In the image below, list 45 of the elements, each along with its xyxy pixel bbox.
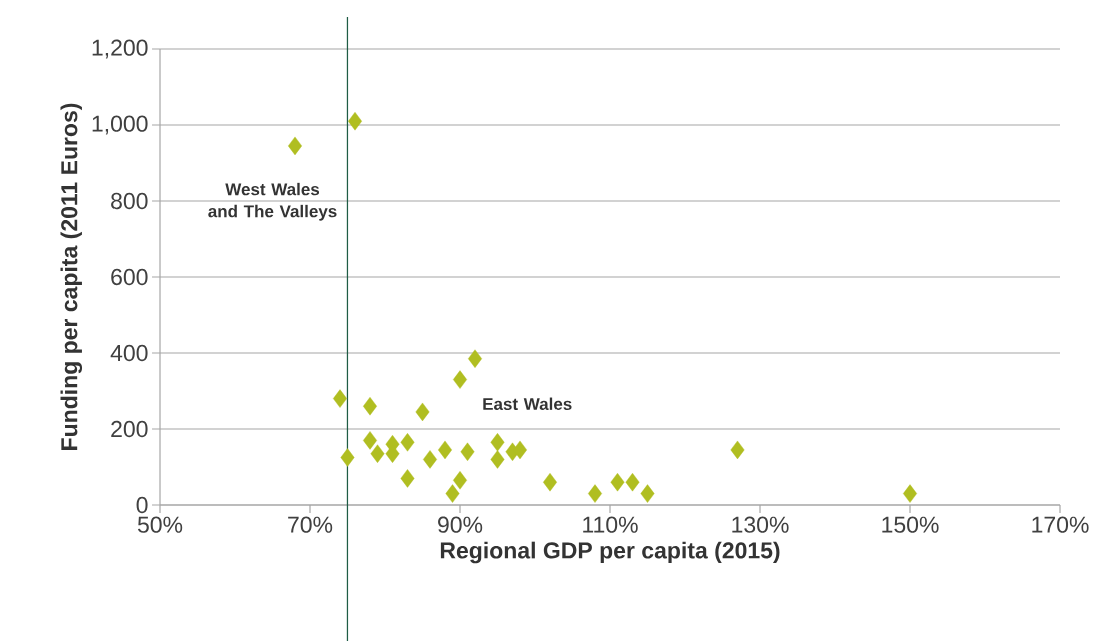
x-tick-label: 130% xyxy=(732,516,789,533)
point xyxy=(453,370,467,389)
point xyxy=(340,448,355,467)
x-axis-title: Regional GDP per capita (2015) xyxy=(440,541,780,564)
point xyxy=(400,433,415,452)
x-tick-label: 70% xyxy=(288,516,333,533)
point xyxy=(288,136,302,156)
point xyxy=(625,473,640,492)
y-tick-label: 600 xyxy=(111,268,148,286)
x-tick-label: 90% xyxy=(438,516,483,533)
y-tick-label: 200 xyxy=(111,420,148,438)
point xyxy=(460,442,475,461)
y-tick-label: 0 xyxy=(136,496,148,514)
point xyxy=(438,440,452,460)
y-axis-title: Funding per capita (2011 Euros) xyxy=(60,103,83,450)
point xyxy=(333,389,347,408)
point xyxy=(363,397,377,416)
point xyxy=(423,450,437,469)
point xyxy=(490,433,505,452)
point xyxy=(468,349,482,368)
point xyxy=(415,402,430,422)
x-tick-label: 110% xyxy=(583,516,638,533)
point xyxy=(400,469,415,488)
x-tick-label: 50% xyxy=(137,516,183,533)
y-tick-label: 1,200 xyxy=(92,39,148,59)
point xyxy=(348,112,362,131)
y-tick-label: 800 xyxy=(111,192,148,210)
point xyxy=(610,473,625,492)
x-tick-label: 170% xyxy=(1032,516,1089,533)
point xyxy=(588,484,602,503)
y-tick-label: 1,000 xyxy=(92,115,148,135)
x-tick-label: 150% xyxy=(882,516,939,533)
point xyxy=(490,450,505,469)
point xyxy=(543,473,557,492)
point xyxy=(640,484,655,503)
point xyxy=(903,484,917,503)
point xyxy=(370,444,385,463)
y-tick-label: 400 xyxy=(110,344,148,362)
point xyxy=(730,440,745,460)
point xyxy=(445,484,460,503)
annotation: West Wales and The Valleys xyxy=(208,182,337,221)
point xyxy=(363,431,377,450)
point xyxy=(513,440,527,460)
point xyxy=(453,471,467,490)
annotation: East Wales xyxy=(483,397,572,411)
